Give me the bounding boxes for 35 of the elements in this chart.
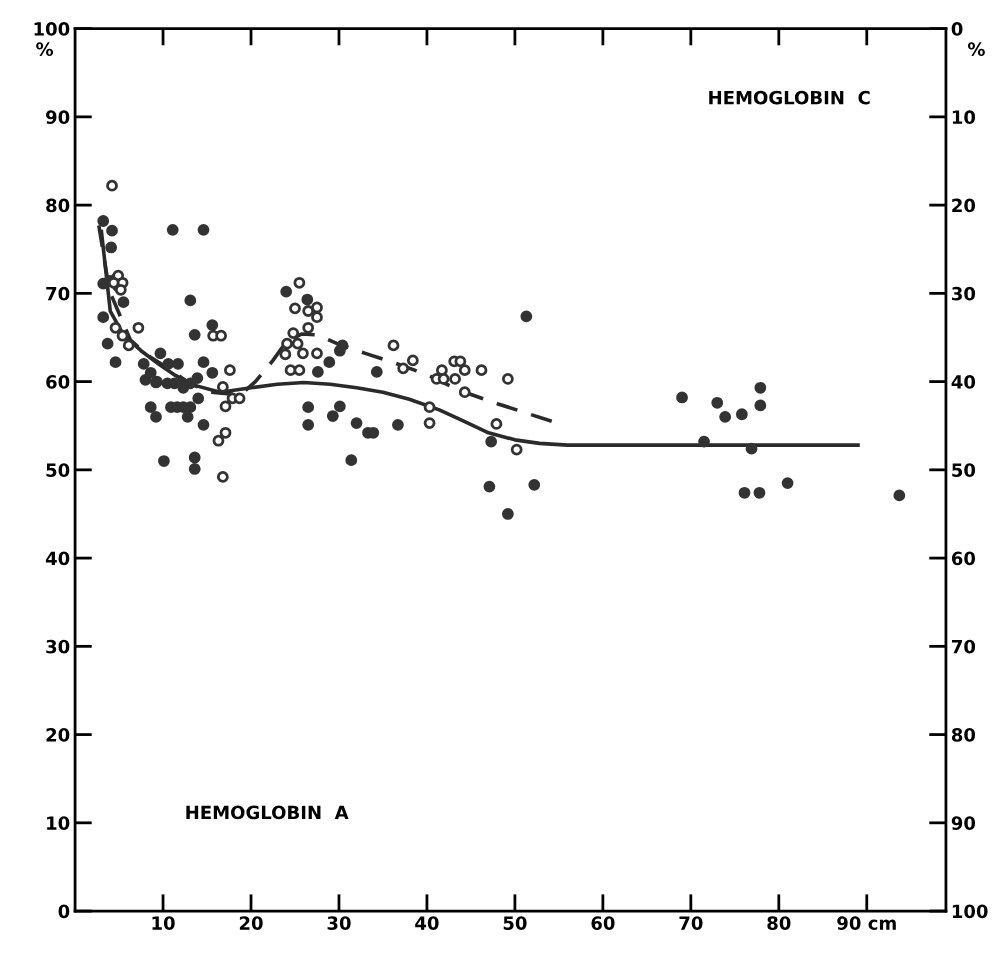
- y-tick-label: 40: [45, 551, 70, 566]
- y2-tick-label: 0: [951, 22, 963, 36]
- y-tick-label: 70: [46, 286, 70, 301]
- x-tick-label: 80: [767, 916, 791, 930]
- annotation: HEMOGLOBIN C: [709, 90, 870, 105]
- y-tick-label: 10: [47, 816, 70, 830]
- y-tick-label: 30: [46, 639, 70, 654]
- x-tick-label: 30: [327, 916, 351, 930]
- y2-tick-label: 10: [952, 110, 976, 124]
- y-tick-label: 100: [34, 22, 70, 36]
- y2-tick-label: 50: [952, 463, 976, 477]
- y-tick-label: 0: [58, 904, 70, 919]
- x-tick-label: 10: [152, 916, 175, 930]
- y-tick-label: 50: [46, 463, 70, 477]
- x-tick-label: 40: [415, 916, 439, 930]
- x-tick-label: 20: [239, 916, 263, 930]
- y2-tick-label: 100: [952, 904, 988, 919]
- y2-tick-label: 80: [951, 728, 976, 742]
- y-axis-title: %: [36, 42, 54, 56]
- x-tick-label: 50: [503, 916, 527, 930]
- y2-tick-label: 70: [952, 639, 976, 654]
- y2-tick-label: 90: [951, 816, 976, 830]
- y2-tick-label: 20: [952, 198, 976, 213]
- x-tick-label: 60: [591, 916, 615, 930]
- y2-tick-label: 40: [951, 375, 976, 389]
- y2-tick-label: 60: [951, 551, 976, 566]
- x-tick-label: 90 cm: [837, 916, 896, 930]
- y2-tick-label: 30: [952, 286, 976, 301]
- y-tick-label: 90: [46, 110, 70, 124]
- y-tick-label: 60: [46, 375, 70, 389]
- y-tick-label: 80: [46, 198, 70, 213]
- y-tick-label: 20: [46, 728, 70, 742]
- annotation: HEMOGLOBIN A: [186, 805, 349, 820]
- y2-axis-title: %: [967, 42, 985, 56]
- x-tick-label: 70: [679, 916, 703, 930]
